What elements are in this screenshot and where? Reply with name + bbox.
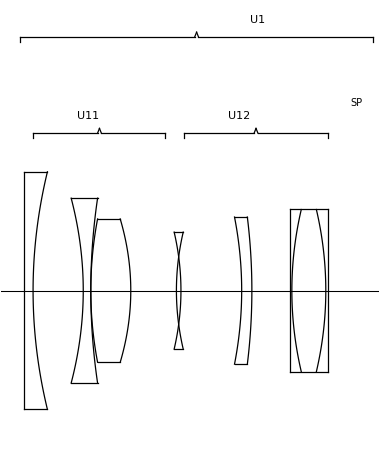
- Text: U11: U11: [77, 111, 99, 121]
- Text: U12: U12: [228, 111, 250, 121]
- Text: U1: U1: [250, 15, 266, 24]
- Text: SP: SP: [350, 97, 363, 108]
